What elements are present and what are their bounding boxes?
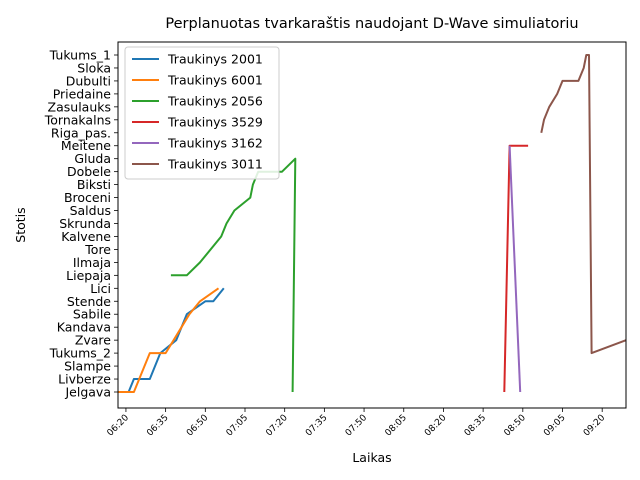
y-tick-label: Zvare <box>75 333 111 348</box>
x-tick-label: 07:20 <box>264 413 290 439</box>
y-tick-label: Meitene <box>61 138 111 153</box>
y-tick-label: Skrunda <box>59 216 111 231</box>
y-tick-label: Dobele <box>67 164 111 179</box>
y-tick-label: Kandava <box>57 320 111 335</box>
legend: Traukinys 2001 Traukinys 6001 Traukinys 20… <box>124 46 280 180</box>
legend-box <box>124 46 280 180</box>
x-tick-label: 08:20 <box>423 413 449 439</box>
x-tick-label: 07:05 <box>225 413 250 438</box>
series-line-5 <box>540 54 627 355</box>
legend-label: Traukinys 3529 <box>167 115 263 130</box>
x-tick-label: 07:35 <box>304 413 329 438</box>
legend-label: Traukinys 2001 <box>167 52 263 67</box>
x-tick-label: 07:50 <box>344 413 370 439</box>
x-tick-label: 09:20 <box>582 413 608 439</box>
y-tick-label: Broceni <box>64 190 111 205</box>
y-tick-label: Biksti <box>77 177 111 192</box>
x-tick-label: 08:05 <box>384 413 409 438</box>
y-tick-label: Slampe <box>64 359 111 374</box>
y-tick-label: Tukums_2 <box>49 346 111 361</box>
y-tick-label: Ilmaja <box>73 255 111 270</box>
y-axis: JelgavaLivberzeSlampeTukums_2ZvareKandav… <box>44 48 118 400</box>
series-line-3 <box>503 144 529 393</box>
y-tick-label: Dubulti <box>66 73 111 88</box>
x-tick-label: 06:50 <box>185 413 211 439</box>
y-axis-label: Stotis <box>13 207 28 242</box>
y-tick-label: Saldus <box>70 203 111 218</box>
chart-title: Perplanuotas tvarkaraštis naudojant D-Wa… <box>165 16 578 32</box>
series-line-0 <box>118 287 225 393</box>
x-axis-label: Laikas <box>352 450 391 465</box>
x-tick-label: 09:05 <box>542 413 567 438</box>
y-tick-label: Zasulauks <box>48 99 111 114</box>
x-tick-label: 06:20 <box>106 413 132 439</box>
series-line-4 <box>508 145 522 393</box>
plot-lines <box>118 54 627 393</box>
y-tick-label: Tukums_1 <box>49 48 111 63</box>
y-tick-label: Sabile <box>73 307 111 322</box>
y-tick-label: Liepaja <box>66 268 111 283</box>
y-tick-label: Gluda <box>74 151 111 166</box>
y-tick-label: Riga_pas. <box>51 125 111 140</box>
x-axis: 06:20 06:35 06:50 07:05 07:20 07:35 07:50 08:05… <box>106 408 608 438</box>
legend-label: Traukinys 3011 <box>167 157 263 172</box>
x-tick-label: 08:35 <box>463 413 488 438</box>
y-tick-label: Tore <box>84 242 111 257</box>
y-tick-label: Jelgava <box>64 385 111 400</box>
plot-frame <box>117 41 627 409</box>
x-tick-label: 06:35 <box>145 413 170 438</box>
y-tick-label: Priedaine <box>53 86 112 101</box>
series-line-1 <box>118 287 220 393</box>
y-tick-label: Kalvene <box>61 229 111 244</box>
y-tick-label: Sloka <box>77 60 111 75</box>
legend-label: Traukinys 3162 <box>167 136 263 151</box>
y-tick-label: Livberze <box>58 372 111 387</box>
y-tick-label: Tornakalns <box>44 112 111 127</box>
y-tick-label: Stende <box>67 294 111 309</box>
legend-label: Traukinys 6001 <box>167 73 263 88</box>
legend-label: Traukinys 2056 <box>167 94 263 109</box>
x-tick-label: 08:50 <box>503 413 529 439</box>
y-tick-label: Lici <box>90 281 111 296</box>
series-line-2 <box>170 157 297 393</box>
